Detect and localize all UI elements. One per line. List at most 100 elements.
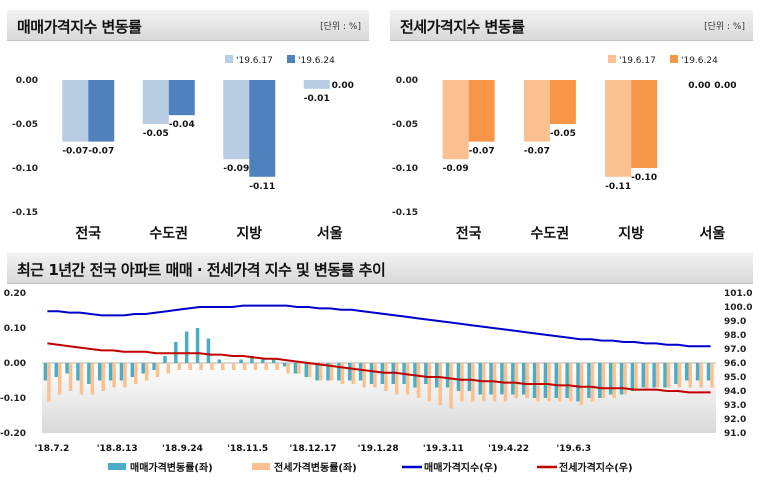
sales-data-label: -0.09 xyxy=(223,164,249,174)
trend-right-tick-label: 101.0 xyxy=(724,289,752,299)
trend-bar xyxy=(536,363,540,402)
trend-bar xyxy=(565,363,569,398)
trend-bar xyxy=(242,363,247,370)
trend-bar xyxy=(184,331,189,363)
sales-category-label: 전국 xyxy=(75,225,101,242)
trend-bar xyxy=(547,363,551,402)
trend-x-tick-label: '19.4.22 xyxy=(488,444,529,454)
trend-x-tick-label: '19.6.3 xyxy=(556,444,591,454)
jeonse-category-label: 서울 xyxy=(699,225,725,242)
sales-panel-unit: [단위 : %] xyxy=(320,22,361,32)
jeonse-category-label: 전국 xyxy=(456,225,482,242)
trend-bar xyxy=(90,363,95,395)
trend-chart: 0.20 0.10 0.00 -0.10 -0.20 101.0 100.0 99.0 98.0… xyxy=(0,289,752,474)
trend-x-tick-label: '18.12.17 xyxy=(289,444,336,454)
trend-bar xyxy=(206,338,211,363)
trend-bar xyxy=(688,363,692,388)
trend-right-tick-label: 100.0 xyxy=(724,303,752,313)
trend-bar xyxy=(674,363,678,384)
sales-ytick-label: -0.05 xyxy=(12,120,38,130)
trend-bar xyxy=(348,363,352,381)
trend-bar xyxy=(576,363,580,402)
jeonse-ytick-label: -0.10 xyxy=(392,164,418,174)
trend-bar xyxy=(489,363,493,395)
trend-bar xyxy=(239,359,243,363)
jeonse-panel-unit: [단위 : %] xyxy=(704,22,745,32)
trend-line xyxy=(47,342,711,394)
trend-bar xyxy=(326,363,330,381)
jeonse-legend-swatch xyxy=(670,55,678,63)
trend-bar xyxy=(612,363,616,398)
sales-bar xyxy=(303,80,330,89)
trend-bar xyxy=(623,363,627,395)
trend-bar xyxy=(362,363,366,388)
trend-bar xyxy=(282,363,287,367)
trend-bar xyxy=(231,363,236,370)
jeonse-ytick-label: -0.15 xyxy=(392,208,418,218)
trend-legend-label: 전세가격지수(우) xyxy=(559,461,633,474)
trend-bar xyxy=(79,363,84,395)
trend-bar xyxy=(97,363,102,381)
trend-bar xyxy=(217,359,222,363)
sales-category-label: 지방 xyxy=(236,225,262,242)
sales-category-label: 서울 xyxy=(317,225,343,242)
trend-bar xyxy=(394,363,399,395)
trend-left-tick-label: 0.20 xyxy=(4,289,26,299)
trend-bar xyxy=(685,363,689,381)
trend-bar xyxy=(706,363,711,381)
trend-right-tick-label: 99.0 xyxy=(724,317,746,327)
jeonse-panel-header: 전세가격지수 변동률 [단위 : %] xyxy=(390,10,753,41)
sales-ytick-label: -0.10 xyxy=(12,164,38,174)
trend-bar xyxy=(481,363,486,402)
trend-bar xyxy=(634,363,638,391)
jeonse-legend-label: '19.6.24 xyxy=(681,56,718,66)
trend-bar xyxy=(695,363,700,381)
trend-legend-swatch xyxy=(108,463,126,470)
jeonse-data-label: -0.09 xyxy=(443,164,469,174)
trend-bar xyxy=(340,363,345,384)
jeonse-panel-title: 전세가격지수 변동률 xyxy=(400,18,525,36)
trend-bar xyxy=(598,363,602,398)
trend-bar xyxy=(666,363,671,388)
trend-bar xyxy=(471,363,475,402)
trend-bar xyxy=(558,363,562,402)
trend-bar xyxy=(253,363,258,370)
trend-bar xyxy=(445,363,450,388)
sales-legend-label: '19.6.24 xyxy=(298,56,335,66)
trend-legend-swatch xyxy=(252,463,270,470)
trend-bar xyxy=(108,363,113,381)
trend-bar xyxy=(65,363,69,374)
sales-ytick-label: 0.00 xyxy=(16,76,38,86)
sales-bar xyxy=(249,80,276,177)
trend-bar xyxy=(511,363,515,395)
trend-bar xyxy=(293,363,298,374)
trend-bar xyxy=(710,363,714,388)
trend-right-tick-label: 91.0 xyxy=(724,429,746,439)
trend-bar xyxy=(308,363,312,377)
trend-bar xyxy=(630,363,635,391)
trend-left-tick-label: 0.10 xyxy=(4,324,26,334)
sales-legend-swatch xyxy=(287,55,295,63)
trend-bar xyxy=(543,363,548,398)
trend-bar xyxy=(384,363,388,391)
trend-x-tick-label: '19.1.28 xyxy=(358,444,399,454)
jeonse-data-label: -0.10 xyxy=(631,173,657,183)
trend-bar xyxy=(43,363,48,381)
trend-x-tick-label: '19.3.11 xyxy=(423,444,464,454)
trend-bar xyxy=(264,363,269,370)
trend-bar xyxy=(427,363,432,402)
trend-bar xyxy=(358,363,363,381)
sales-bar xyxy=(88,80,115,142)
trend-bar xyxy=(655,363,660,388)
trend-bar xyxy=(195,328,200,363)
trend-bar xyxy=(405,363,410,395)
sales-legend-swatch xyxy=(225,55,233,63)
jeonse-ytick-label: 0.00 xyxy=(396,76,418,86)
trend-bar xyxy=(68,363,73,391)
trend-bar xyxy=(188,363,192,370)
trend-bar xyxy=(587,363,591,398)
trend-bar xyxy=(424,363,428,384)
trend-bar xyxy=(677,363,682,388)
sales-panel-header: 매매가격지수 변동률 [단위 : %] xyxy=(7,10,369,41)
sales-data-label: -0.11 xyxy=(249,182,275,192)
